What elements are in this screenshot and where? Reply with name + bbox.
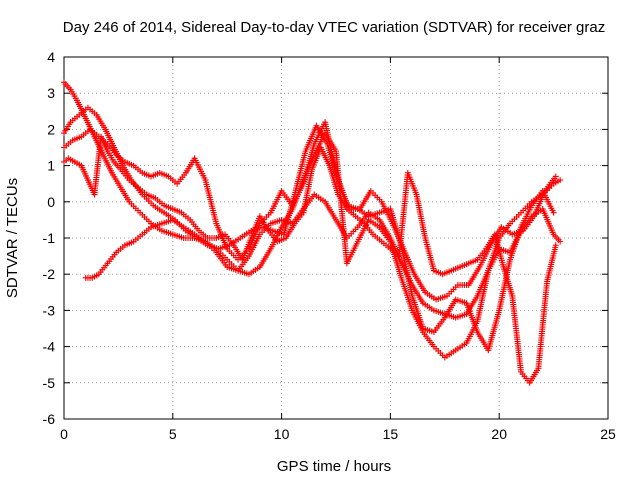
y-axis-label: SDTVAR / TECUs [4,178,21,298]
series-track-a [61,79,564,321]
data-points [61,79,564,386]
x-tick-label: 5 [169,426,177,442]
y-tick-label: -6 [43,411,56,427]
series-track-c [61,119,557,354]
y-tick-label: 4 [47,49,55,65]
grid [64,57,608,419]
series-track-d [82,130,564,361]
chart-title: Day 246 of 2014, Sidereal Day-to-day VTE… [63,19,605,36]
x-tick-label: 20 [491,426,507,442]
data-point [552,242,559,249]
y-tick-label: 1 [47,158,55,174]
data-point [557,238,564,245]
axis-ticks: 0 5 10 15 20 25 -6 -5 -4 -3 -2 -1 0 1 2 3 4 [43,49,616,442]
y-tick-label: -2 [43,266,56,282]
data-point [552,173,559,180]
data-point [557,177,564,184]
y-tick-label: 2 [47,121,55,137]
y-tick-label: 0 [47,194,55,210]
y-tick-label: -3 [43,302,56,318]
x-tick-label: 10 [274,426,290,442]
x-axis-label: GPS time / hours [277,458,391,475]
y-tick-label: -4 [43,339,56,355]
y-tick-label: 3 [47,85,55,101]
y-tick-label: -1 [43,230,56,246]
x-tick-label: 0 [60,426,68,442]
y-tick-label: -5 [43,375,56,391]
x-tick-label: 25 [600,426,616,442]
x-tick-label: 15 [383,426,399,442]
data-point [550,209,557,216]
series-track-e [61,133,559,386]
